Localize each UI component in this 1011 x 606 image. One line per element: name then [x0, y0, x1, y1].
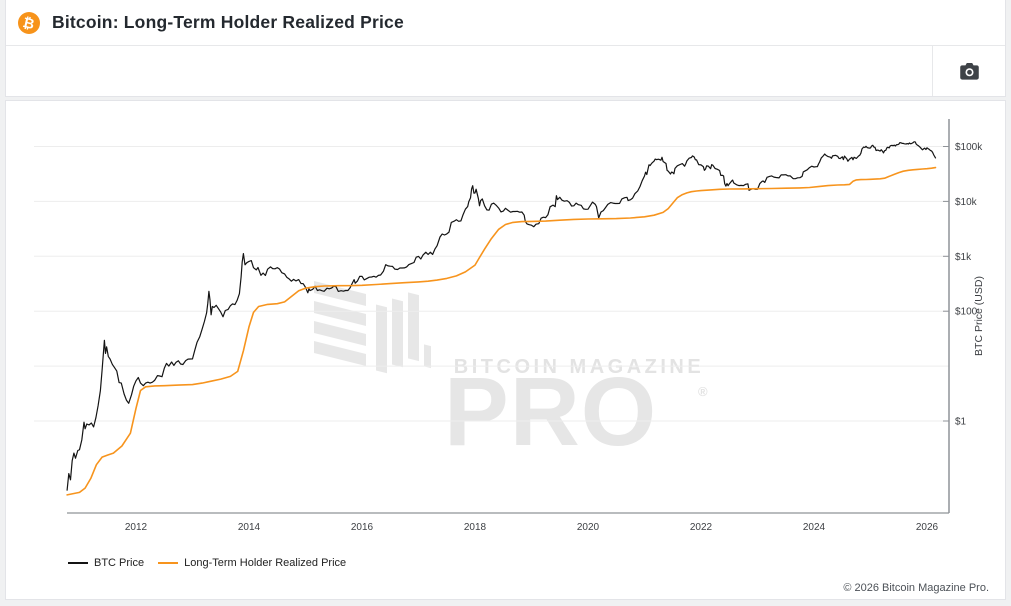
- svg-text:2022: 2022: [690, 522, 713, 533]
- svg-text:2014: 2014: [238, 522, 261, 533]
- svg-text:$1: $1: [955, 417, 967, 428]
- price-chart[interactable]: $100k $10k $1k $100 $1 2012 2014 2016 2018 2020 20…: [6, 101, 1007, 601]
- lth-realized-price-line-swatch: [158, 562, 179, 564]
- chart-toolbar: [6, 46, 1005, 96]
- svg-text:2016: 2016: [351, 522, 374, 533]
- svg-text:$10k: $10k: [955, 197, 978, 208]
- bitcoin-icon: ₿: [18, 11, 40, 34]
- btc-price-line-swatch: [68, 562, 88, 564]
- legend-label: BTC Price: [94, 557, 145, 569]
- page-title: Bitcoin: Long-Term Holder Realized Price: [52, 12, 404, 32]
- chart-card: BITCOIN MAGAZINE PRO ® $100k $10k $1k $100 $…: [5, 100, 1006, 600]
- camera-icon: [959, 62, 979, 80]
- svg-text:2012: 2012: [125, 522, 148, 533]
- copyright-notice: © 2026 Bitcoin Magazine Pro.: [843, 582, 989, 594]
- svg-text:$100k: $100k: [955, 142, 983, 153]
- chart-legend: BTC Price Long-Term Holder Realized Pric…: [68, 557, 346, 569]
- legend-item-lth-realized-price[interactable]: Long-Term Holder Realized Price: [158, 557, 346, 569]
- top-card: ₿ Bitcoin: Long-Term Holder Realized Pri…: [5, 0, 1006, 97]
- svg-text:2018: 2018: [464, 522, 487, 533]
- svg-text:$1k: $1k: [955, 252, 972, 263]
- legend-label: Long-Term Holder Realized Price: [184, 557, 347, 569]
- svg-text:BTC Price (USD): BTC Price (USD): [973, 276, 985, 356]
- svg-text:2020: 2020: [577, 522, 600, 533]
- legend-item-btc-price[interactable]: BTC Price: [68, 557, 144, 569]
- screenshot-button[interactable]: [932, 46, 1005, 96]
- svg-text:2026: 2026: [916, 522, 939, 533]
- chart-header: ₿ Bitcoin: Long-Term Holder Realized Pri…: [6, 0, 1005, 46]
- svg-text:$100: $100: [955, 307, 978, 318]
- svg-text:2024: 2024: [803, 522, 826, 533]
